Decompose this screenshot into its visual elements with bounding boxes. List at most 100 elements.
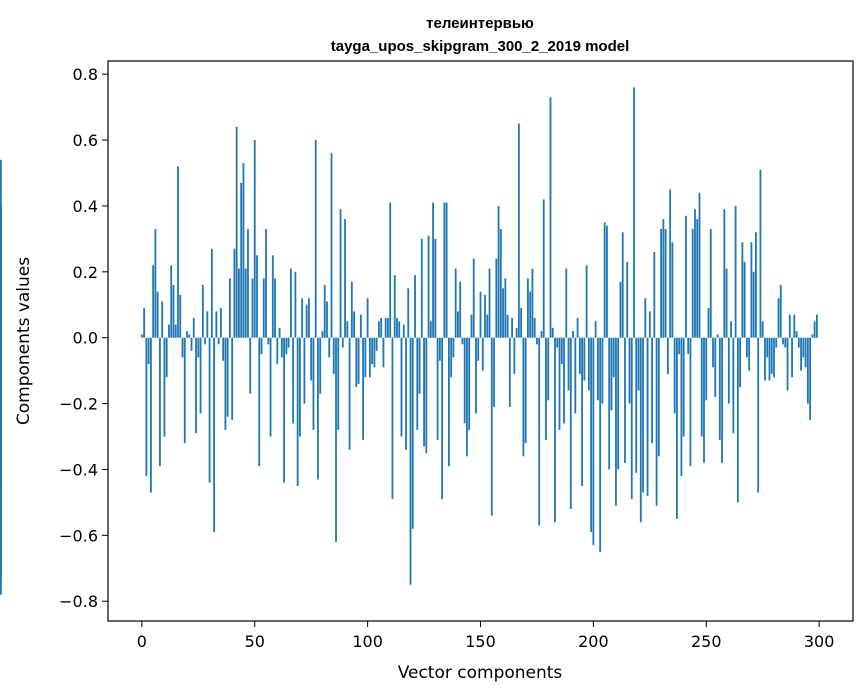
bar <box>804 337 807 368</box>
bar <box>208 337 211 483</box>
y-tick-label: 0.6 <box>73 131 98 150</box>
bar <box>696 219 699 338</box>
x-tick-label: 0 <box>137 632 147 651</box>
bar <box>657 337 660 457</box>
bar <box>355 337 358 388</box>
bar <box>298 337 301 437</box>
bar <box>761 321 764 338</box>
bar <box>384 317 387 338</box>
bar <box>249 337 252 394</box>
bar <box>504 278 507 338</box>
bar <box>578 337 581 374</box>
bar <box>545 337 547 440</box>
bar <box>669 189 672 338</box>
bar <box>639 337 642 523</box>
bar <box>0 337 2 473</box>
bar <box>425 337 428 453</box>
bar <box>393 275 396 338</box>
bar <box>542 199 545 338</box>
bar <box>475 337 477 414</box>
bar <box>531 268 534 338</box>
bar <box>321 331 324 338</box>
bar <box>407 288 410 338</box>
bar <box>540 331 543 338</box>
bar <box>457 311 459 338</box>
bar <box>366 298 369 338</box>
bar <box>199 337 202 414</box>
bar <box>788 314 791 338</box>
bar <box>486 314 489 338</box>
bar <box>251 278 254 338</box>
bar <box>574 337 577 414</box>
bar <box>759 169 762 338</box>
bar <box>215 311 218 338</box>
bar <box>461 337 464 345</box>
bar <box>359 314 362 338</box>
bar <box>204 337 206 345</box>
bar <box>685 215 687 338</box>
bar <box>186 331 188 338</box>
x-tick-label: 200 <box>578 632 609 651</box>
bar <box>583 337 586 381</box>
bar <box>328 337 331 358</box>
bar <box>445 202 448 338</box>
x-axis-ticks: 0 50 100 150 200 250 300 <box>137 621 835 651</box>
bar <box>423 337 425 447</box>
bar <box>563 337 565 424</box>
bar <box>671 242 674 338</box>
bar <box>224 337 227 430</box>
bar <box>782 337 784 345</box>
bar <box>346 321 349 338</box>
bar <box>373 337 376 368</box>
bar <box>348 337 351 450</box>
bar <box>619 281 622 338</box>
bar <box>806 337 809 404</box>
bar <box>326 301 328 338</box>
bar <box>172 285 175 338</box>
bar <box>766 337 769 358</box>
bar <box>802 337 805 358</box>
bar <box>682 337 685 437</box>
bar <box>294 271 297 338</box>
bar <box>357 337 360 384</box>
bar <box>409 337 412 585</box>
bar <box>572 331 574 338</box>
bar <box>332 337 335 374</box>
bar <box>314 140 317 338</box>
bar <box>576 317 579 338</box>
bar <box>624 337 626 463</box>
bar <box>497 205 500 338</box>
bar <box>791 337 793 378</box>
bar <box>484 294 486 338</box>
bar <box>599 337 602 552</box>
bar <box>174 324 177 338</box>
bar <box>477 337 480 361</box>
bar <box>721 337 723 463</box>
bar <box>145 337 148 477</box>
bar <box>603 222 606 338</box>
bar <box>305 304 308 338</box>
bar <box>310 337 313 381</box>
bar <box>418 337 421 394</box>
bar <box>179 294 182 338</box>
bar <box>718 337 721 440</box>
bar <box>608 337 611 470</box>
bar <box>368 337 371 378</box>
bar <box>590 337 593 533</box>
bar <box>764 337 766 381</box>
bar <box>177 166 179 338</box>
bar <box>147 337 150 365</box>
bar <box>648 311 651 338</box>
bar <box>705 337 708 401</box>
bar <box>529 291 532 338</box>
bar <box>642 337 644 493</box>
y-tick-label: 0.2 <box>73 263 98 282</box>
bar <box>495 258 498 338</box>
bar <box>280 337 283 358</box>
bar <box>233 248 236 338</box>
bar <box>183 337 186 444</box>
x-tick-label: 300 <box>804 632 835 651</box>
bar <box>655 337 658 506</box>
bar <box>515 327 518 338</box>
bar <box>140 334 143 338</box>
